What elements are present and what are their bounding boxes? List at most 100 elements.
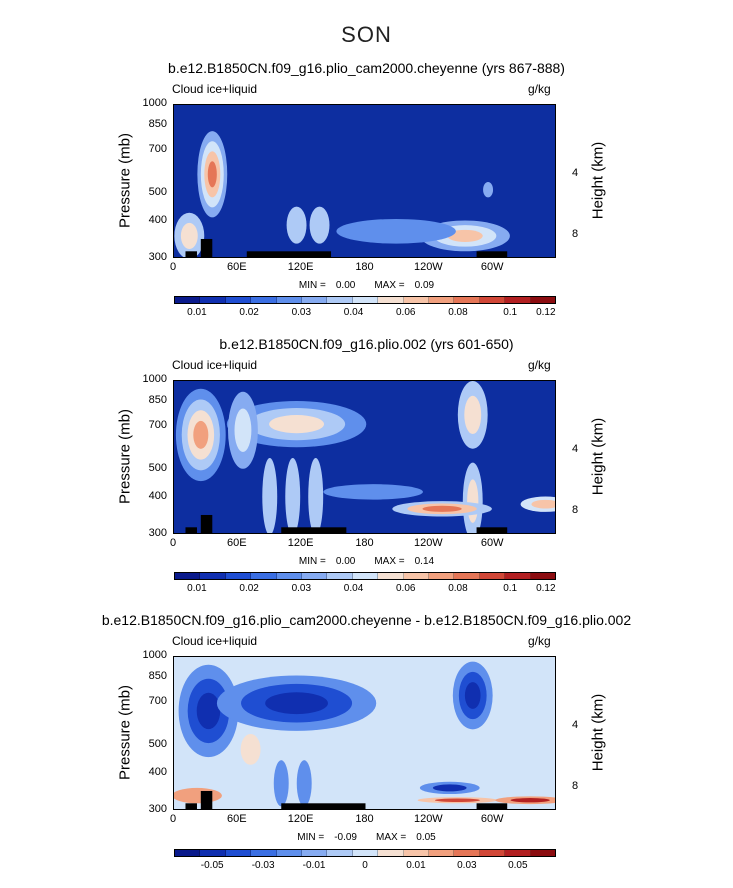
- colorbar-label: 0.01: [187, 583, 207, 594]
- topography-mask: [476, 527, 508, 533]
- x-tick-label: 60W: [480, 813, 504, 825]
- contour-fill: [273, 760, 289, 807]
- colorbar-box: [302, 297, 328, 303]
- contour-fill: [464, 682, 481, 709]
- colorbar-box: [327, 850, 353, 856]
- colorbar-box: [429, 297, 455, 303]
- contour-fill: [309, 206, 330, 244]
- y-tick-label: 1000: [142, 373, 167, 385]
- colorbar-label: 0.06: [396, 307, 416, 318]
- min-label: MIN =: [297, 832, 325, 843]
- y-axis-title-right: Height (km): [589, 141, 607, 220]
- colorbar-label: 0.02: [239, 583, 259, 594]
- y-tick-label: 300: [148, 251, 167, 263]
- contour-fill: [323, 484, 423, 500]
- colorbar-box: [175, 297, 201, 303]
- right-tick-label: 8: [572, 227, 579, 240]
- colorbar-label: 0.01: [406, 860, 426, 871]
- colorbar-box: [302, 850, 328, 856]
- units-label: g/kg: [528, 358, 551, 372]
- x-tick-label: 60W: [480, 537, 504, 549]
- min-value: 0.00: [335, 556, 356, 567]
- contour-fill: [432, 784, 467, 792]
- topography-mask: [476, 803, 508, 809]
- colorbar-box: [429, 850, 455, 856]
- max-value: 0.05: [416, 832, 436, 843]
- right-tick-label: 8: [572, 503, 579, 516]
- x-tick-label: 120E: [287, 537, 314, 549]
- contour-fill: [262, 458, 278, 533]
- right-tick-label: 8: [572, 779, 579, 792]
- contour-fill: [207, 161, 217, 188]
- min-max-line: MIN = 0.00 MAX = 0.09: [0, 280, 733, 291]
- colorbar-label: 0: [362, 860, 368, 871]
- contour-fill: [467, 479, 479, 523]
- y-axis-title-right: Height (km): [589, 693, 607, 772]
- contour-fill: [464, 395, 482, 435]
- x-tick-label: 60W: [480, 261, 504, 273]
- colorbar-label: -0.05: [200, 860, 224, 871]
- contour-fill: [447, 229, 483, 242]
- colorbar-box: [302, 573, 328, 579]
- min-label: MIN =: [298, 556, 326, 567]
- topography-mask: [200, 790, 213, 809]
- x-tick-label: 180: [355, 261, 374, 273]
- topography-mask: [281, 803, 366, 809]
- panel-title: b.e12.B1850CN.f09_g16.plio_cam2000.cheye…: [168, 60, 565, 76]
- variable-label: Cloud ice+liquid: [172, 82, 258, 96]
- y-tick-label: 400: [148, 490, 167, 503]
- x-tick-label: 60E: [227, 813, 247, 825]
- right-tick-label: 4: [572, 166, 579, 179]
- colorbar-box: [276, 297, 303, 303]
- topography-mask: [185, 803, 197, 809]
- contour-field: [174, 381, 555, 533]
- contour-plot: [173, 380, 556, 534]
- contour-fill: [196, 692, 221, 730]
- colorbar-box: [378, 573, 404, 579]
- min-value: 0.00: [335, 280, 356, 291]
- contour-fill: [269, 415, 325, 434]
- y-tick-label: 500: [148, 461, 167, 474]
- topography-mask: [200, 238, 213, 257]
- y-tick-label: 400: [148, 766, 167, 779]
- max-value: 0.14: [414, 556, 435, 567]
- contour-fill: [234, 408, 252, 453]
- units-label: g/kg: [528, 82, 551, 96]
- contour-fill: [296, 760, 312, 807]
- x-tick-label: 180: [355, 813, 374, 825]
- contour-fill: [308, 458, 324, 533]
- x-tick-label: 120W: [413, 261, 443, 273]
- y-tick-label: 850: [148, 393, 167, 406]
- colorbar-box: [530, 297, 556, 303]
- units-label: g/kg: [528, 634, 551, 648]
- colorbar-box: [378, 297, 404, 303]
- page-title: SON: [341, 22, 392, 47]
- y-tick-label: 850: [148, 117, 167, 130]
- colorbar-box: [225, 850, 252, 856]
- colorbar-box: [479, 573, 506, 579]
- y-tick-label: 400: [148, 214, 167, 227]
- contour-field: [174, 105, 555, 257]
- colorbar-box: [403, 850, 430, 856]
- y-tick-label: 300: [148, 527, 167, 539]
- topography-mask: [476, 251, 508, 257]
- colorbar: [174, 296, 556, 304]
- colorbar-label: 0.03: [291, 307, 312, 318]
- colorbar-box: [352, 297, 379, 303]
- min-label: MIN =: [298, 280, 326, 291]
- colorbar-box: [251, 850, 277, 856]
- right-tick-label: 4: [572, 718, 579, 731]
- contour-fill: [285, 458, 301, 533]
- variable-label: Cloud ice+liquid: [172, 358, 258, 372]
- contour-fill: [240, 734, 261, 765]
- y-tick-label: 500: [148, 185, 167, 198]
- min-value: -0.09: [334, 832, 357, 843]
- panel-title: b.e12.B1850CN.f09_g16.plio.002 (yrs 601-…: [219, 336, 514, 352]
- x-tick-label: 120E: [287, 261, 314, 273]
- colorbar-box: [225, 573, 252, 579]
- colorbar-label: 0.12: [536, 583, 556, 594]
- colorbar-box: [175, 573, 201, 579]
- topography-mask: [281, 527, 347, 533]
- y-tick-label: 700: [148, 142, 167, 155]
- max-value: 0.09: [414, 280, 435, 291]
